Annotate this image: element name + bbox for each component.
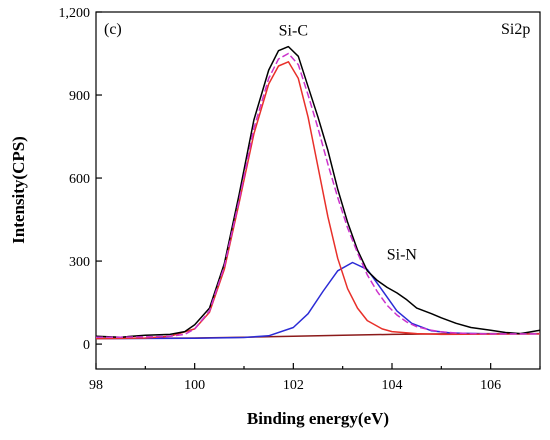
y-axis: 0 300 600 900 1,200 [59,6,102,353]
panel-label: (c) [104,21,122,38]
y-tick-label: 1,200 [59,6,91,21]
plot-frame [95,11,541,370]
y-tick-label: 300 [69,255,90,270]
x-tick-label: 102 [283,378,304,393]
x-axis-title: Binding energy(eV) [247,409,389,428]
x-axis: 98 100 102 104 106 [89,363,541,393]
y-tick-label: 0 [83,338,90,353]
annotation-si-c: Si-C [279,23,308,40]
series-layer [96,45,540,340]
y-axis-title: Intensity(CPS) [9,136,28,244]
series-envelope-fit [96,52,540,338]
y-tick-label: 900 [69,89,90,104]
series-peak-Si-C [96,61,540,340]
x-tick-label: 98 [89,378,103,393]
series-raw [96,45,540,338]
x-tick-label: 100 [184,378,205,393]
annotation-si-n: Si-N [387,247,418,264]
series-peak-Si-N [96,261,540,340]
y-tick-label: 600 [69,172,90,187]
x-tick-label: 106 [480,378,501,393]
x-tick-label: 104 [382,378,403,393]
region-label: Si2p [501,21,530,38]
